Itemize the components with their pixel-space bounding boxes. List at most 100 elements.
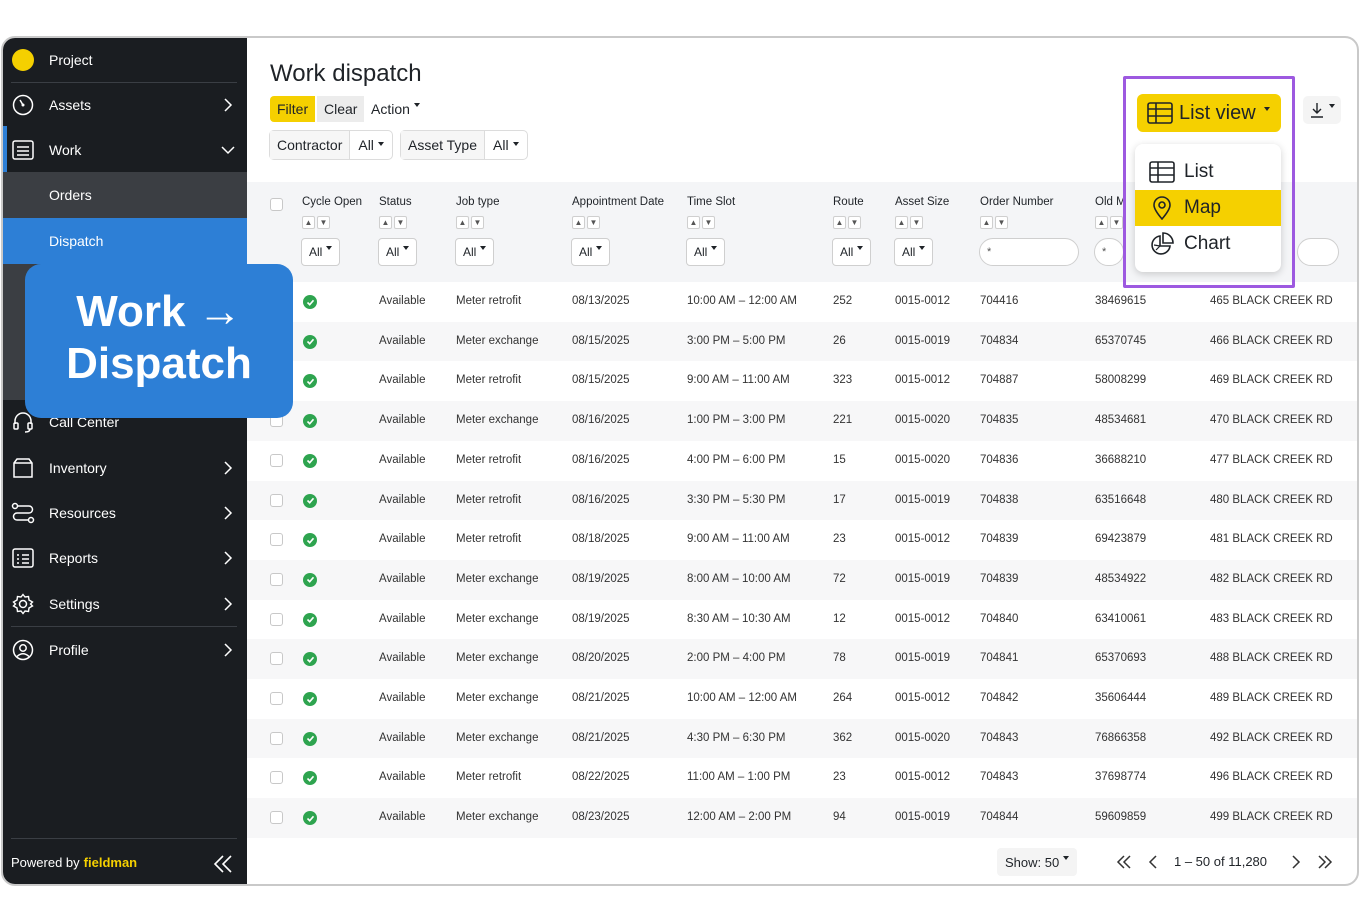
- filter-select-asset-size[interactable]: All: [894, 238, 934, 266]
- sort-controls[interactable]: ▲ ▼: [980, 216, 1008, 231]
- prev-page-icon[interactable]: [1144, 853, 1162, 871]
- table-row[interactable]: Available Meter retrofit 08/13/2025 10:00 A…: [247, 282, 1357, 322]
- sort-desc-icon[interactable]: ▼: [848, 216, 861, 229]
- row-checkbox[interactable]: [270, 572, 283, 586]
- contractor-select[interactable]: All: [350, 137, 392, 153]
- sort-desc-icon[interactable]: ▼: [317, 216, 330, 229]
- sidebar-item-call-center[interactable]: Call Center: [3, 400, 247, 444]
- column-header-route[interactable]: Route: [833, 196, 864, 208]
- sidebar-item-settings[interactable]: Settings: [3, 582, 247, 626]
- table-row[interactable]: Available Meter retrofit 08/18/2025 9:00 AM…: [247, 520, 1357, 560]
- row-checkbox[interactable]: [270, 811, 283, 825]
- sort-desc-icon[interactable]: ▼: [1110, 216, 1123, 229]
- filter-select-route[interactable]: All: [832, 238, 872, 266]
- last-page-icon[interactable]: [1316, 853, 1334, 871]
- row-checkbox[interactable]: [270, 533, 283, 547]
- sidebar-subitem-dispatch[interactable]: Dispatch: [3, 218, 247, 264]
- sort-asc-icon[interactable]: ▲: [980, 216, 993, 229]
- address-filter-input[interactable]: [1297, 238, 1339, 266]
- column-header-order-number[interactable]: Order Number: [980, 196, 1054, 208]
- filter-select-job-type[interactable]: All: [455, 238, 495, 266]
- contractor-filter[interactable]: Contractor All: [269, 130, 393, 160]
- collapse-sidebar-icon[interactable]: [213, 854, 233, 874]
- sort-desc-icon[interactable]: ▼: [995, 216, 1008, 229]
- sort-asc-icon[interactable]: ▲: [379, 216, 392, 229]
- filter-select-status[interactable]: All: [378, 238, 418, 266]
- sort-controls[interactable]: ▲ ▼: [302, 216, 330, 231]
- sort-controls[interactable]: ▲ ▼: [456, 216, 484, 231]
- table-row[interactable]: Available Meter exchange 08/15/2025 3:00 PM…: [247, 321, 1357, 362]
- filter-button[interactable]: Filter: [270, 96, 316, 122]
- sidebar-item-assets[interactable]: Assets: [3, 83, 247, 127]
- table-row[interactable]: Available Meter retrofit 08/15/2025 9:00 AM…: [247, 361, 1357, 401]
- next-page-icon[interactable]: [1287, 853, 1305, 871]
- menu-item-map[interactable]: Map: [1135, 190, 1281, 226]
- sort-asc-icon[interactable]: ▲: [687, 216, 700, 229]
- sidebar-item-resources[interactable]: Resources: [3, 491, 247, 535]
- sort-desc-icon[interactable]: ▼: [910, 216, 923, 229]
- row-checkbox[interactable]: [270, 731, 283, 745]
- sort-desc-icon[interactable]: ▼: [394, 216, 407, 229]
- sort-controls[interactable]: ▲ ▼: [687, 216, 715, 231]
- sort-desc-icon[interactable]: ▼: [587, 216, 600, 229]
- view-mode-button[interactable]: List view: [1137, 94, 1281, 132]
- sort-asc-icon[interactable]: ▲: [572, 216, 585, 229]
- table-row[interactable]: Available Meter exchange 08/19/2025 8:30 AM…: [247, 600, 1357, 640]
- sidebar-item-work[interactable]: Work: [3, 128, 247, 172]
- asset-type-filter[interactable]: Asset Type All: [400, 130, 528, 160]
- table-row[interactable]: Available Meter exchange 08/16/2025 1:00 PM…: [247, 401, 1357, 441]
- asset-type-select[interactable]: All: [485, 137, 527, 153]
- menu-item-chart[interactable]: Chart: [1135, 226, 1281, 262]
- sort-asc-icon[interactable]: ▲: [302, 216, 315, 229]
- sort-asc-icon[interactable]: ▲: [456, 216, 469, 229]
- table-row[interactable]: Available Meter retrofit 08/16/2025 4:00 PM…: [247, 441, 1357, 481]
- sidebar-subitem-orders[interactable]: Orders: [3, 172, 247, 218]
- order-number-filter-input[interactable]: *: [979, 238, 1079, 266]
- menu-item-list[interactable]: List: [1135, 154, 1281, 190]
- table-row[interactable]: Available Meter exchange 08/21/2025 4:30 PM…: [247, 718, 1357, 759]
- sort-asc-icon[interactable]: ▲: [1095, 216, 1108, 229]
- sort-desc-icon[interactable]: ▼: [702, 216, 715, 229]
- old-meter-filter-input[interactable]: *: [1094, 238, 1124, 266]
- filter-select-appointment-date[interactable]: All: [571, 238, 611, 266]
- sort-desc-icon[interactable]: ▼: [471, 216, 484, 229]
- column-header-old-meter[interactable]: Old M: [1095, 196, 1126, 208]
- column-header-cycle-open[interactable]: Cycle Open: [302, 196, 363, 208]
- sort-asc-icon[interactable]: ▲: [895, 216, 908, 229]
- clear-button[interactable]: Clear: [317, 96, 365, 122]
- sidebar-item-inventory[interactable]: Inventory: [3, 446, 247, 490]
- table-row[interactable]: Available Meter retrofit 08/22/2025 11:00 A…: [247, 758, 1357, 798]
- sort-controls[interactable]: ▲ ▼: [572, 216, 600, 231]
- row-checkbox[interactable]: [270, 612, 283, 626]
- sort-controls[interactable]: ▲ ▼: [833, 216, 861, 231]
- table-row[interactable]: Available Meter exchange 08/20/2025 2:00 PM…: [247, 639, 1357, 679]
- table-row[interactable]: Available Meter exchange 08/21/2025 10:00 A…: [247, 679, 1357, 719]
- column-header-status[interactable]: Status: [379, 196, 412, 208]
- column-header-appointment-date[interactable]: Appointment Date: [572, 196, 665, 208]
- column-header-asset-size[interactable]: Asset Size: [895, 196, 950, 208]
- sort-controls[interactable]: ▲ ▼: [1095, 216, 1123, 231]
- select-all-checkbox[interactable]: [270, 198, 283, 211]
- row-checkbox[interactable]: [270, 771, 283, 785]
- filter-select-time-slot[interactable]: All: [686, 238, 726, 266]
- column-header-job-type[interactable]: Job type: [456, 196, 500, 208]
- row-checkbox[interactable]: [270, 652, 283, 666]
- sort-controls[interactable]: ▲ ▼: [379, 216, 407, 231]
- sidebar-item-profile[interactable]: Profile: [3, 628, 247, 672]
- column-header-time-slot[interactable]: Time Slot: [687, 196, 736, 208]
- row-checkbox[interactable]: [270, 493, 283, 507]
- sidebar-item-project[interactable]: Project: [3, 38, 247, 82]
- table-row[interactable]: Available Meter exchange 08/19/2025 8:00 AM…: [247, 559, 1357, 600]
- sort-controls[interactable]: ▲ ▼: [895, 216, 923, 231]
- sidebar-item-reports[interactable]: Reports: [3, 536, 247, 580]
- row-checkbox[interactable]: [270, 453, 283, 467]
- first-page-icon[interactable]: [1115, 853, 1133, 871]
- table-row[interactable]: Available Meter retrofit 08/16/2025 3:30 PM…: [247, 480, 1357, 521]
- action-dropdown[interactable]: Action: [364, 96, 427, 122]
- row-checkbox[interactable]: [270, 692, 283, 705]
- download-button[interactable]: [1303, 96, 1341, 124]
- page-size-select[interactable]: Show: 50: [997, 848, 1078, 876]
- sort-asc-icon[interactable]: ▲: [833, 216, 846, 229]
- filter-select-cycle-open[interactable]: All: [301, 238, 341, 266]
- table-row[interactable]: Available Meter exchange 08/23/2025 12:00 A…: [247, 798, 1357, 838]
